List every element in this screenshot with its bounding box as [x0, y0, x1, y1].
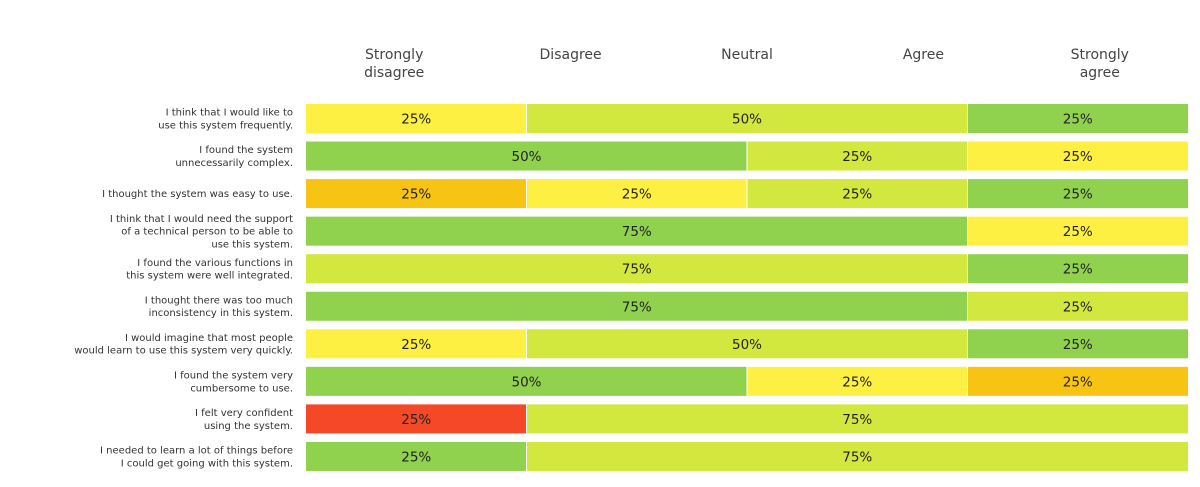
- row-label-line: cumbersome to use.: [190, 383, 293, 394]
- bar-segment: [306, 329, 527, 359]
- bar-segment: [967, 329, 1188, 359]
- segment-label: 25%: [401, 187, 431, 203]
- segment-label: 25%: [842, 374, 872, 390]
- row-label-line: I found the system: [199, 145, 293, 156]
- segment-label: 25%: [1063, 337, 1093, 353]
- segment-label: 25%: [401, 449, 431, 465]
- bar-segment: [526, 329, 968, 359]
- segment-label: 25%: [1063, 112, 1093, 128]
- segment-label: 25%: [622, 187, 652, 203]
- bar-segment: [967, 366, 1188, 396]
- column-header-0-line-1: disagree: [364, 65, 424, 81]
- bar-segment: [306, 404, 527, 434]
- segment-label: 75%: [622, 299, 652, 315]
- row-label-line: of a technical person to be able to: [121, 227, 293, 238]
- segment-label: 25%: [401, 412, 431, 428]
- bar-segment: [967, 291, 1188, 321]
- bar-segment: [747, 179, 968, 209]
- segment-label: 25%: [1063, 187, 1093, 203]
- bar-segment: [306, 291, 968, 321]
- bar-segment: [967, 179, 1188, 209]
- row-label-line: using the system.: [204, 421, 293, 432]
- likert-row: I found the various functions in this sys…: [126, 254, 1188, 284]
- column-headers: Strongly disagree Disagree Neutral Agree Stro…: [364, 47, 1129, 81]
- segment-label: 75%: [842, 412, 872, 428]
- bar-segment: [526, 441, 1188, 471]
- row-label-line: use this system frequently.: [158, 120, 293, 131]
- segment-label: 75%: [622, 224, 652, 240]
- row-label-line: I found the system very: [174, 370, 293, 381]
- bar-segment: [306, 366, 747, 396]
- segment-label: 25%: [401, 337, 431, 353]
- bar-segment: [967, 104, 1188, 133]
- likert-row: I think that I would need the support of …: [110, 214, 1188, 250]
- likert-row: I found the system unnecessarily complex.…: [175, 141, 1188, 171]
- segment-label: 25%: [842, 149, 872, 165]
- segment-label: 75%: [622, 262, 652, 278]
- row-label-line: I think that I would need the support: [110, 214, 293, 225]
- row-label-line: I needed to learn a lot of things before: [100, 446, 293, 457]
- segment-label: 25%: [1063, 299, 1093, 315]
- bar-segment: [526, 104, 968, 133]
- likert-row: I found the system very cumbersome to use…: [174, 366, 1188, 396]
- row-label-line: I found the various functions in: [137, 258, 293, 269]
- segment-label: 25%: [1063, 224, 1093, 240]
- row-label-line: unnecessarily complex.: [175, 158, 293, 169]
- column-header-0-line-0: Strongly: [365, 47, 423, 63]
- row-label-line: this system were well integrated.: [126, 271, 293, 282]
- segment-label: 50%: [732, 112, 762, 128]
- likert-row: I thought there was too much inconsistenc…: [145, 291, 1188, 321]
- bar-segment: [306, 179, 527, 209]
- bar-segment: [747, 141, 968, 171]
- row-label-line: would learn to use this system very quic…: [74, 346, 293, 357]
- segment-label: 25%: [842, 187, 872, 203]
- row-label-line: I felt very confident: [195, 408, 293, 419]
- segment-label: 25%: [401, 112, 431, 128]
- likert-row: I needed to learn a lot of things before…: [100, 441, 1188, 471]
- row-label-line: inconsistency in this system.: [149, 308, 293, 319]
- column-header-4-line-1: agree: [1080, 65, 1120, 81]
- segment-label: 50%: [511, 149, 541, 165]
- segment-label: 25%: [1063, 262, 1093, 278]
- segment-label: 50%: [511, 374, 541, 390]
- bar-segment: [967, 254, 1188, 284]
- bar-segment: [306, 254, 968, 284]
- bar-segment: [526, 404, 1188, 434]
- row-label-line: I would imagine that most people: [125, 333, 293, 344]
- row-label-line: use this system.: [211, 239, 293, 250]
- likert-row: I felt very confident using the system. 25…: [195, 404, 1188, 434]
- bar-segment: [306, 141, 747, 171]
- bar-segment: [306, 104, 527, 133]
- likert-row: I thought the system was easy to use. 25%…: [102, 179, 1188, 209]
- row-label-line: I thought there was too much: [145, 295, 293, 306]
- column-header-4-line-0: Strongly: [1071, 47, 1129, 63]
- segment-label: 25%: [1063, 374, 1093, 390]
- bar-segment: [526, 179, 747, 209]
- column-header-3-line-0: Agree: [903, 47, 944, 63]
- bar-segment: [306, 441, 527, 471]
- column-header-2-line-0: Neutral: [721, 47, 773, 63]
- bar-segment: [967, 141, 1188, 171]
- bar-segment: [747, 366, 968, 396]
- segment-label: 50%: [732, 337, 762, 353]
- segment-label: 25%: [1063, 149, 1093, 165]
- row-label-line: I think that I would like to: [166, 108, 293, 119]
- column-header-1-line-0: Disagree: [540, 47, 602, 63]
- segment-label: 75%: [842, 449, 872, 465]
- likert-row: I would imagine that most people would le…: [74, 329, 1188, 359]
- row-label-line: I thought the system was easy to use.: [102, 189, 293, 200]
- row-label-line: I could get going with this system.: [121, 458, 293, 469]
- bar-segment: [306, 216, 968, 246]
- bar-segment: [967, 216, 1188, 246]
